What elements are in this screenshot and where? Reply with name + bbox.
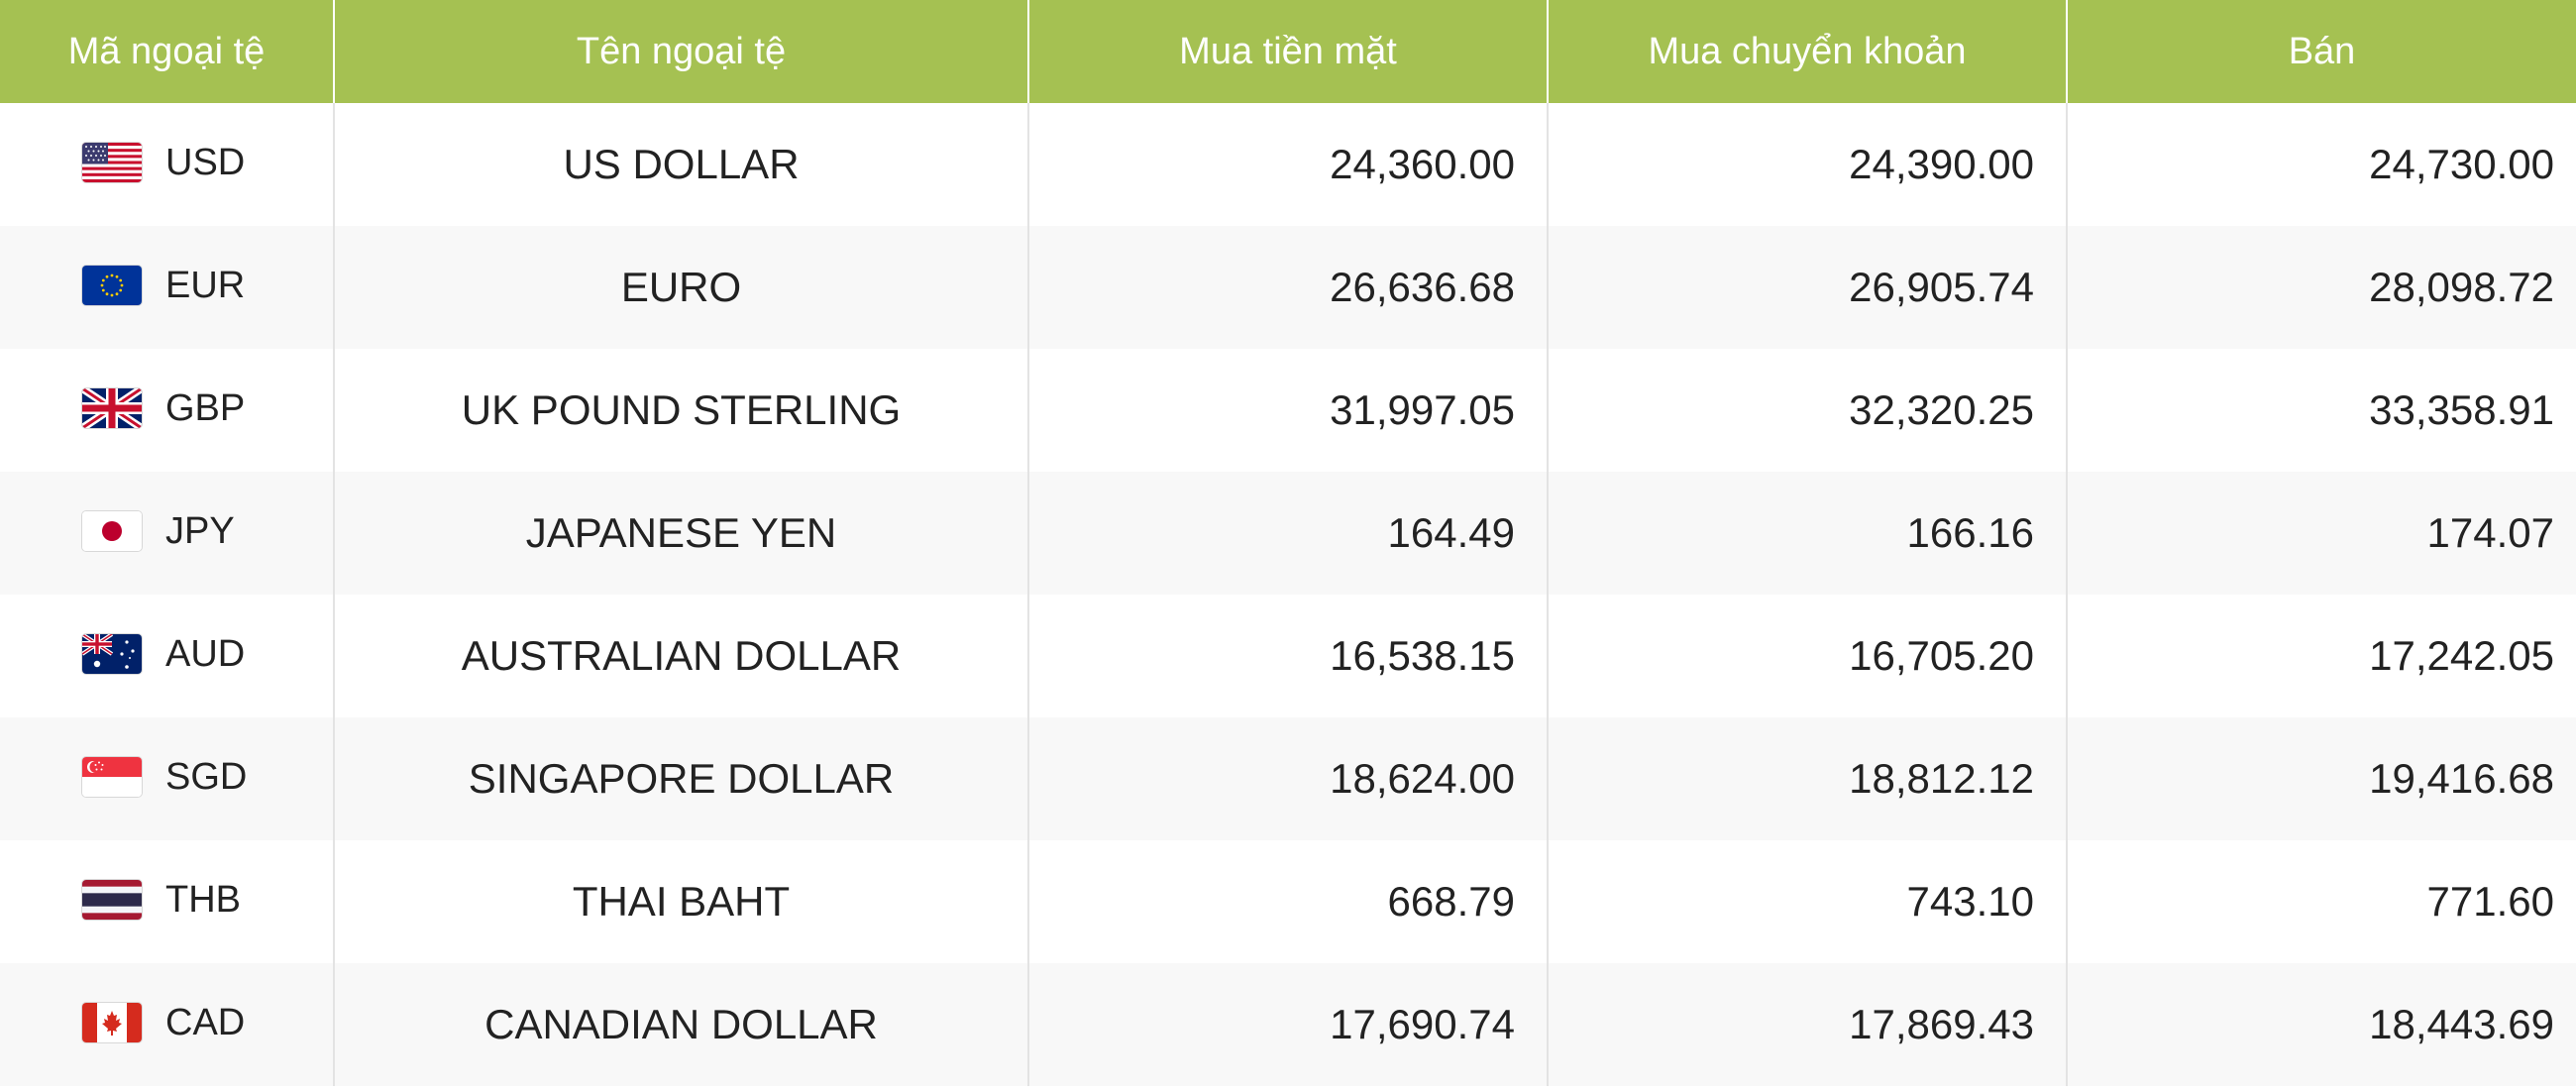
buy-cash-rate: 26,636.68 (1027, 226, 1548, 349)
buy-cash-rate: 31,997.05 (1027, 349, 1548, 472)
currency-code: EUR (165, 264, 246, 306)
currency-name: EURO (333, 226, 1028, 349)
sell-rate: 19,416.68 (2066, 717, 2576, 840)
currency-code-cell: THB (0, 840, 334, 963)
buy-transfer-rate: 26,905.74 (1547, 226, 2067, 349)
canada-flag-icon (82, 1003, 142, 1042)
table-row: THB THAI BAHT 668.79 743.10 771.60 (0, 840, 2576, 963)
currency-code-cell: JPY (0, 472, 334, 595)
buy-cash-rate: 16,538.15 (1027, 595, 1548, 717)
currency-code: CAD (165, 1001, 246, 1043)
sell-rate: 174.07 (2066, 472, 2576, 595)
currency-code: JPY (165, 509, 235, 552)
singapore-flag-icon (82, 757, 142, 797)
buy-cash-rate: 18,624.00 (1027, 717, 1548, 840)
table-header: Mã ngoại tệ Tên ngoại tệ Mua tiền mặt Mu… (0, 0, 2576, 103)
buy-cash-rate: 17,690.74 (1027, 963, 1548, 1086)
currency-code-cell: SGD (0, 717, 334, 840)
header-row: Mã ngoại tệ Tên ngoại tệ Mua tiền mặt Mu… (0, 0, 2576, 103)
header-buy-cash: Mua tiền mặt (1027, 0, 1548, 103)
sell-rate: 771.60 (2066, 840, 2576, 963)
buy-transfer-rate: 24,390.00 (1547, 103, 2067, 226)
buy-transfer-rate: 16,705.20 (1547, 595, 2067, 717)
us-flag-icon (82, 143, 142, 182)
table-row: USD US DOLLAR 24,360.00 24,390.00 24,730… (0, 103, 2576, 226)
table-row: EUR EURO 26,636.68 26,905.74 28,098.72 (0, 226, 2576, 349)
currency-code: SGD (165, 755, 248, 798)
header-currency-code: Mã ngoại tệ (0, 0, 334, 103)
currency-name: US DOLLAR (333, 103, 1028, 226)
currency-code-cell: AUD (0, 595, 334, 717)
currency-name: UK POUND STERLING (333, 349, 1028, 472)
currency-code: AUD (165, 632, 246, 675)
currency-code-cell: GBP (0, 349, 334, 472)
buy-cash-rate: 668.79 (1027, 840, 1548, 963)
currency-code-cell: USD (0, 103, 334, 226)
header-sell: Bán (2066, 0, 2576, 103)
sell-rate: 18,443.69 (2066, 963, 2576, 1086)
currency-name: JAPANESE YEN (333, 472, 1028, 595)
currency-name: CANADIAN DOLLAR (333, 963, 1028, 1086)
table-row: GBP UK POUND STERLING 31,997.05 32,320.2… (0, 349, 2576, 472)
currency-code: GBP (165, 386, 246, 429)
sell-rate: 28,098.72 (2066, 226, 2576, 349)
buy-transfer-rate: 743.10 (1547, 840, 2067, 963)
sell-rate: 17,242.05 (2066, 595, 2576, 717)
eu-flag-icon (82, 266, 142, 305)
japan-flag-icon (82, 511, 142, 551)
currency-code-cell: CAD (0, 963, 334, 1086)
buy-transfer-rate: 17,869.43 (1547, 963, 2067, 1086)
sell-rate: 24,730.00 (2066, 103, 2576, 226)
currency-name: AUSTRALIAN DOLLAR (333, 595, 1028, 717)
table-row: AUD AUSTRALIAN DOLLAR 16,538.15 16,705.2… (0, 595, 2576, 717)
buy-transfer-rate: 166.16 (1547, 472, 2067, 595)
header-currency-name: Tên ngoại tệ (333, 0, 1028, 103)
thailand-flag-icon (82, 880, 142, 920)
table-body: USD US DOLLAR 24,360.00 24,390.00 24,730… (0, 103, 2576, 1086)
buy-transfer-rate: 32,320.25 (1547, 349, 2067, 472)
currency-code-cell: EUR (0, 226, 334, 349)
uk-flag-icon (82, 388, 142, 428)
table-row: JPY JAPANESE YEN 164.49 166.16 174.07 (0, 472, 2576, 595)
header-buy-transfer: Mua chuyển khoản (1547, 0, 2067, 103)
sell-rate: 33,358.91 (2066, 349, 2576, 472)
australia-flag-icon (82, 634, 142, 674)
currency-code: USD (165, 141, 246, 183)
currency-code: THB (165, 878, 241, 921)
table-row: SGD SINGAPORE DOLLAR 18,624.00 18,812.12… (0, 717, 2576, 840)
currency-name: THAI BAHT (333, 840, 1028, 963)
currency-name: SINGAPORE DOLLAR (333, 717, 1028, 840)
buy-transfer-rate: 18,812.12 (1547, 717, 2067, 840)
buy-cash-rate: 164.49 (1027, 472, 1548, 595)
buy-cash-rate: 24,360.00 (1027, 103, 1548, 226)
table-row: CAD CANADIAN DOLLAR 17,690.74 17,869.43 … (0, 963, 2576, 1086)
